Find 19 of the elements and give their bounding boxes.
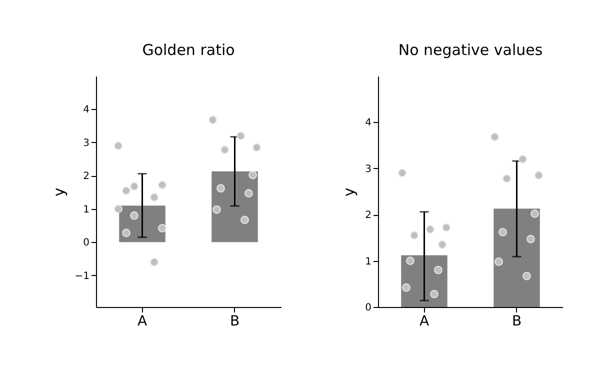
y-tick-label: 2 [365, 210, 372, 222]
x-tick-label: A [419, 314, 430, 330]
chart-title: No negative values [398, 41, 543, 59]
y-tick-label: 3 [83, 138, 90, 149]
y-axis-title: y [50, 187, 68, 196]
y-tick-label: 3 [365, 164, 372, 175]
y-tick-label: 4 [365, 118, 372, 129]
y-tick-label: 2 [83, 171, 90, 182]
y-axis-title: y [340, 187, 358, 196]
x-tick-label: B [230, 314, 240, 330]
y-tick-label: 1 [365, 256, 372, 268]
y-tick-label: 1 [83, 204, 90, 216]
x-tick-label: A [137, 314, 148, 330]
chart-title: Golden ratio [142, 41, 235, 59]
y-tick-label: −1 [74, 270, 90, 282]
x-tick-label: B [512, 314, 522, 330]
y-tick-label: 0 [83, 238, 90, 249]
y-tick-label: 0 [365, 302, 372, 314]
y-tick-label: 4 [83, 104, 90, 116]
